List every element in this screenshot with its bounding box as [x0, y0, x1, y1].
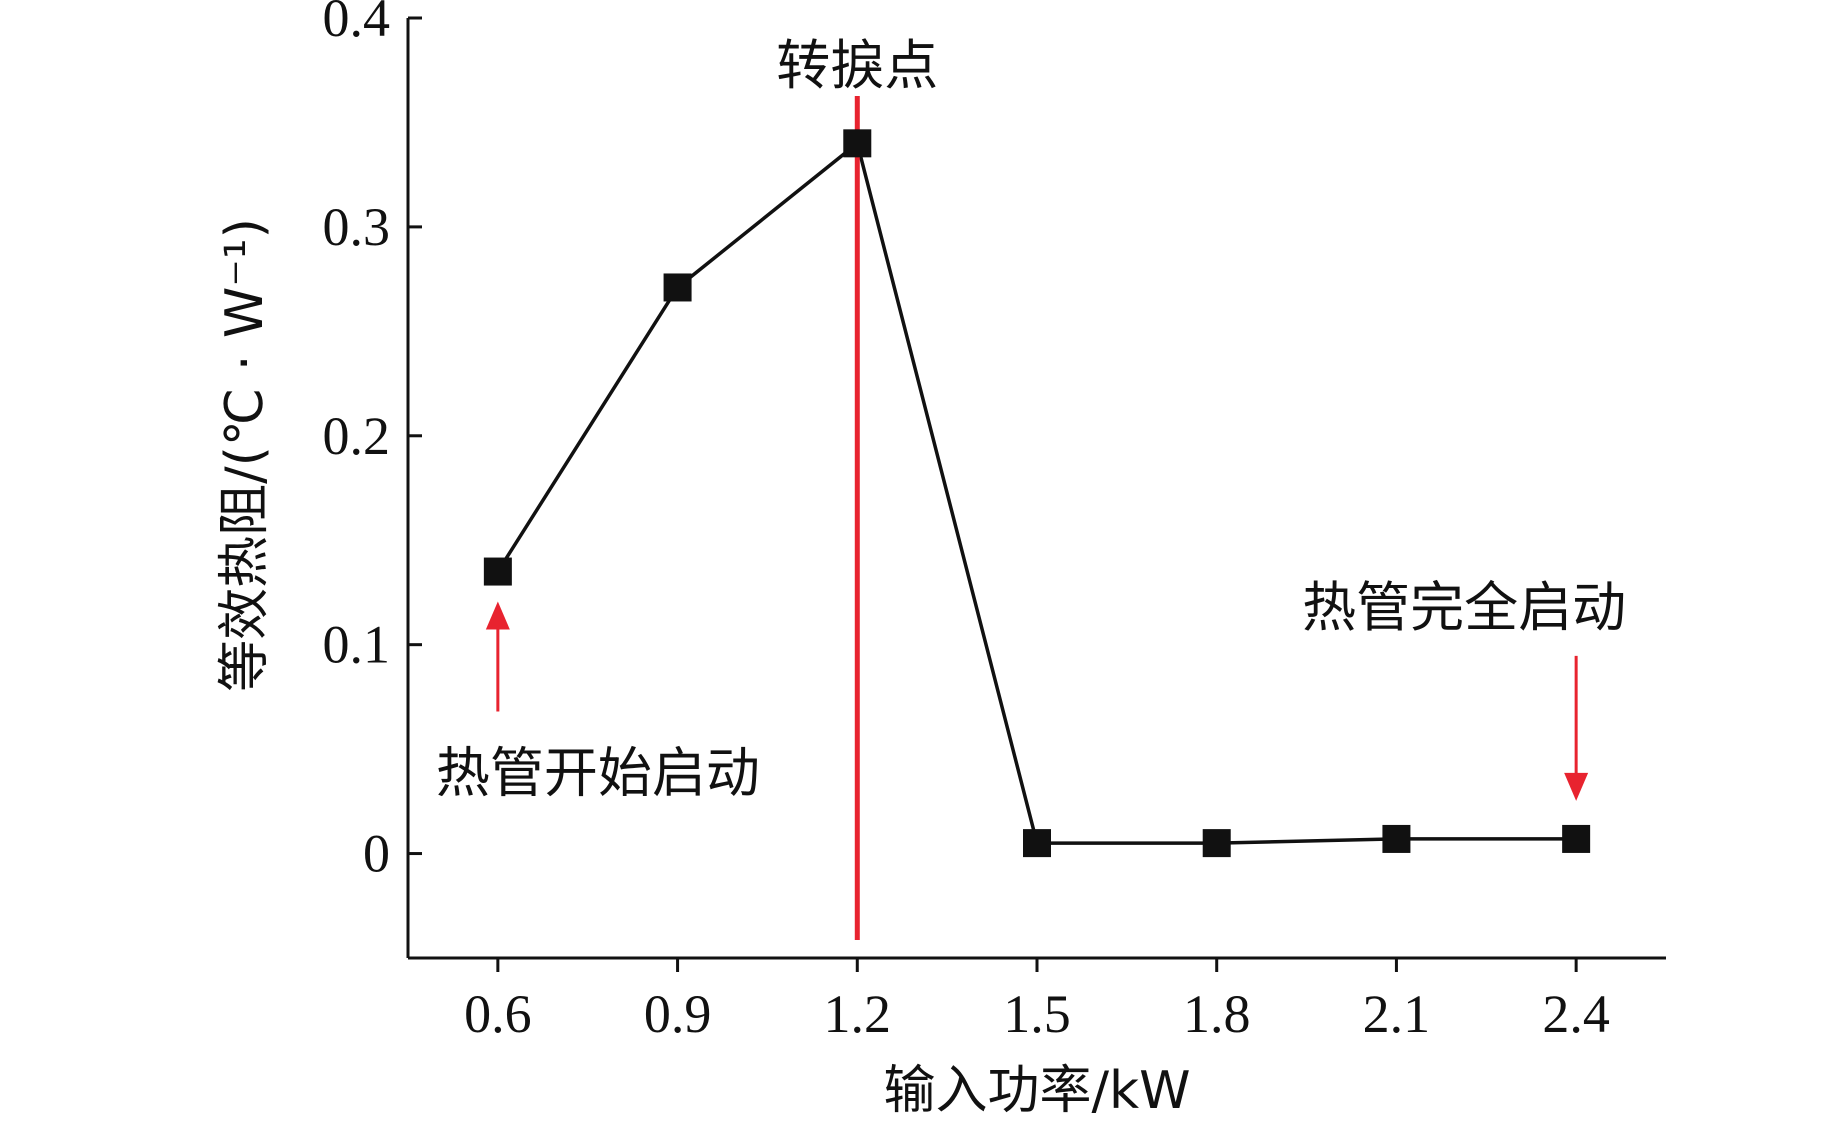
data-point: [483, 557, 512, 586]
y-tick-label: 0.1: [323, 615, 391, 675]
data-point: [1382, 824, 1411, 853]
x-axis-title: 输入功率/kW: [883, 1061, 1190, 1121]
x-tick-label: 2.4: [1542, 984, 1610, 1044]
x-tick-label: 2.1: [1363, 984, 1431, 1044]
x-tick-label: 0.9: [644, 984, 712, 1044]
data-point: [843, 129, 872, 158]
axes: [406, 18, 1666, 960]
y-tick-label: 0.3: [323, 197, 391, 257]
y-axis-title: 等效热阻/(℃ · W⁻¹): [215, 218, 275, 692]
y-tick-label: 0.2: [323, 406, 391, 466]
data-point: [1202, 829, 1231, 858]
x-tick-label: 0.6: [464, 984, 532, 1044]
y-tick-label: 0: [363, 824, 390, 884]
series-line: [496, 140, 1577, 845]
annotation-arrow-head: [485, 601, 510, 630]
reference-line-label: 转捩点: [776, 34, 938, 97]
data-point: [1023, 829, 1051, 858]
x-ticks: 0.6 0.9 1.2 1.5 1.8 2.1 2.4: [464, 958, 1610, 1044]
annotation-arrow-head: [1564, 772, 1589, 801]
data-point: [1562, 824, 1591, 853]
annotation-label: 热管开始启动: [436, 742, 760, 805]
x-tick-label: 1.5: [1003, 984, 1071, 1044]
annotation-label: 热管完全启动: [1302, 576, 1626, 639]
data-point: [663, 273, 692, 302]
y-tick-label: 0.4: [323, 0, 391, 48]
x-tick-label: 1.2: [824, 984, 892, 1044]
y-ticks: 0 0.1 0.2 0.3 0.4: [323, 0, 422, 884]
x-tick-label: 1.8: [1183, 984, 1251, 1044]
